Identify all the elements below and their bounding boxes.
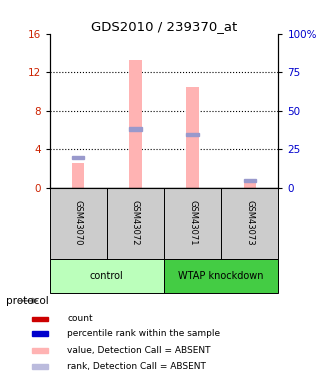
- Bar: [164, 259, 278, 292]
- Bar: [221, 188, 278, 259]
- Bar: [50, 259, 164, 292]
- Bar: [72, 164, 84, 188]
- Bar: [129, 60, 142, 188]
- Text: GSM43071: GSM43071: [188, 200, 197, 246]
- Bar: [72, 156, 84, 159]
- Bar: [244, 178, 256, 182]
- Bar: [244, 183, 256, 188]
- Text: count: count: [67, 314, 93, 323]
- Bar: [186, 87, 199, 188]
- Title: GDS2010 / 239370_at: GDS2010 / 239370_at: [91, 20, 237, 33]
- Text: protocol: protocol: [6, 296, 49, 306]
- Bar: [164, 188, 221, 259]
- Bar: [32, 332, 48, 336]
- Bar: [32, 348, 48, 352]
- Text: rank, Detection Call = ABSENT: rank, Detection Call = ABSENT: [67, 362, 206, 371]
- Bar: [32, 316, 48, 321]
- Text: GSM43072: GSM43072: [131, 200, 140, 246]
- Text: GSM43073: GSM43073: [245, 200, 254, 246]
- Bar: [129, 127, 142, 130]
- Text: WTAP knockdown: WTAP knockdown: [179, 271, 264, 280]
- Text: control: control: [90, 271, 124, 280]
- Text: value, Detection Call = ABSENT: value, Detection Call = ABSENT: [67, 346, 211, 355]
- Bar: [32, 364, 48, 369]
- Text: GSM43070: GSM43070: [74, 200, 83, 246]
- Bar: [107, 188, 164, 259]
- Bar: [186, 133, 199, 136]
- Text: percentile rank within the sample: percentile rank within the sample: [67, 329, 220, 338]
- Bar: [50, 188, 107, 259]
